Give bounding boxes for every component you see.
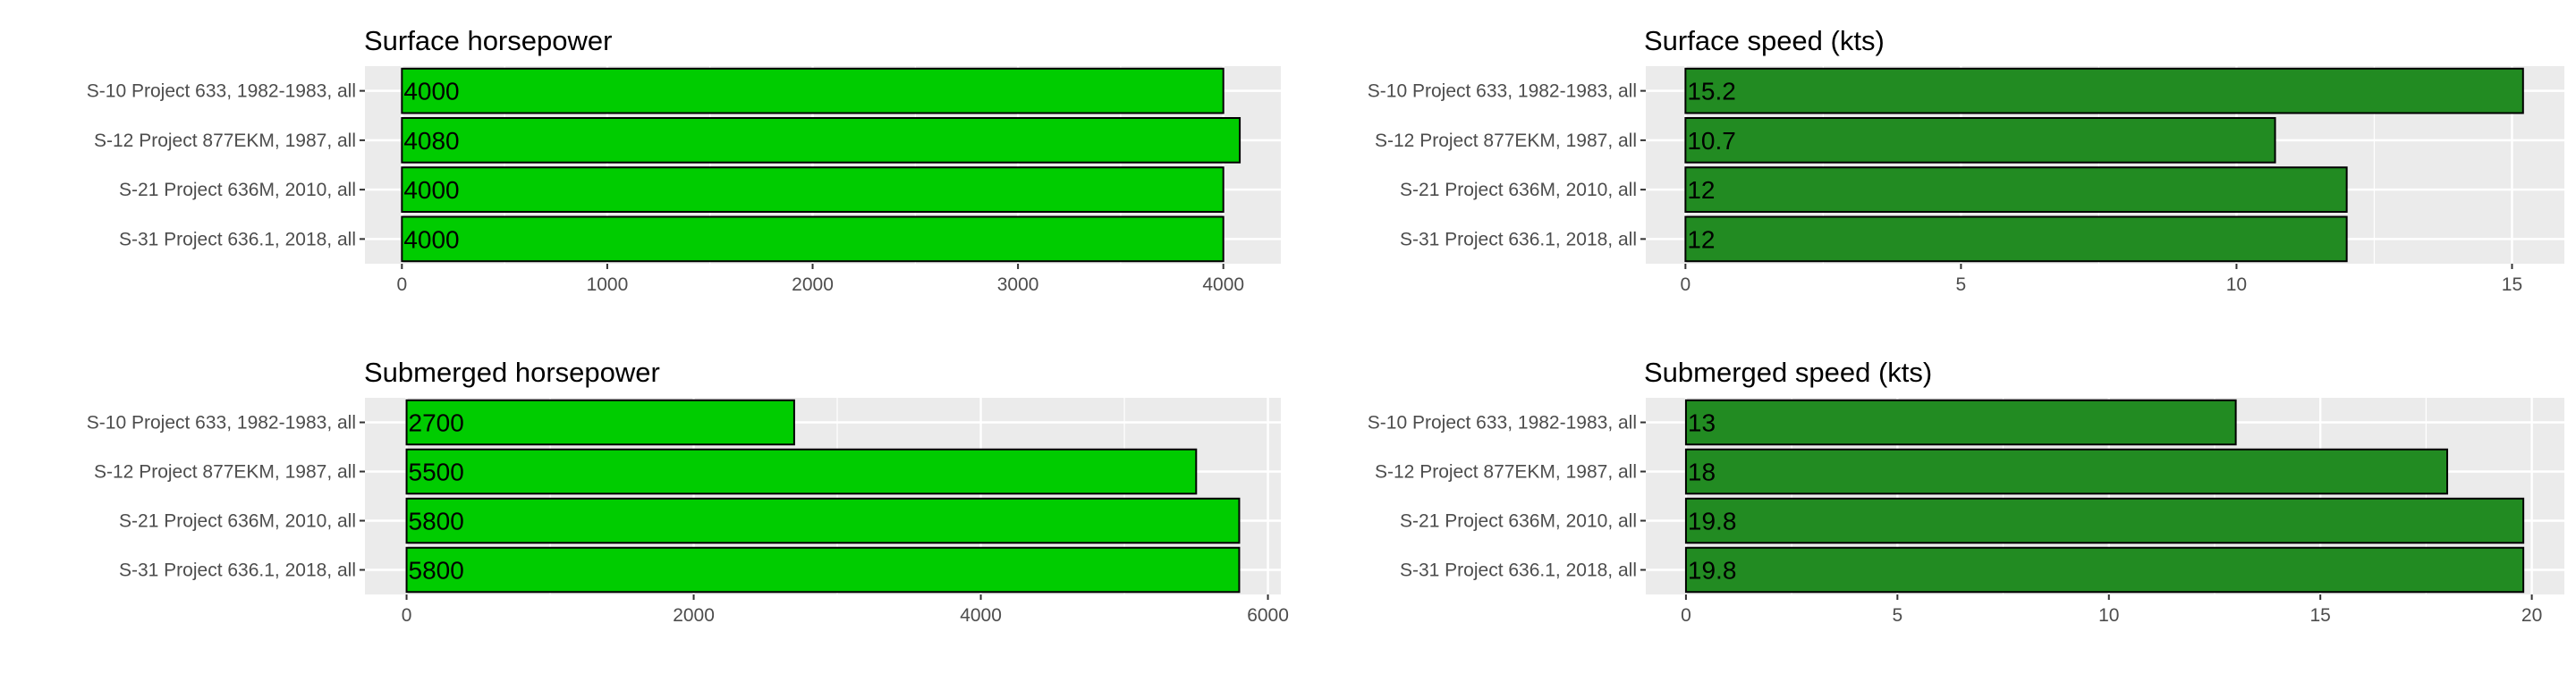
x-tick-label: 4000 bbox=[960, 605, 1002, 626]
y-tick-label: S-12 Project 877EKM, 1987, all bbox=[1375, 462, 1637, 483]
bar bbox=[1684, 117, 2276, 164]
x-tick-label: 5 bbox=[1956, 274, 1967, 295]
y-tick-label: S-21 Project 636M, 2010, all bbox=[1400, 180, 1637, 200]
data-label: 4000 bbox=[403, 225, 459, 253]
y-tick-label: S-21 Project 636M, 2010, all bbox=[1400, 511, 1637, 532]
bar bbox=[1684, 215, 2348, 263]
bar bbox=[1684, 67, 2524, 114]
bar bbox=[1684, 448, 2449, 495]
bar bbox=[1684, 497, 2525, 544]
y-tick-label: S-21 Project 636M, 2010, all bbox=[119, 180, 356, 200]
data-label: 10.7 bbox=[1687, 127, 1736, 155]
y-tick-label: S-12 Project 877EKM, 1987, all bbox=[1375, 131, 1637, 151]
bar bbox=[401, 215, 1224, 263]
chart-title: Surface horsepower bbox=[364, 25, 612, 56]
x-tick-label: 5 bbox=[1892, 605, 1902, 626]
y-tick-label: S-10 Project 633, 1982-1983, all bbox=[1368, 413, 1637, 434]
y-tick-label: S-12 Project 877EKM, 1987, all bbox=[94, 131, 356, 151]
chart-panel-1: 4000 4080 4000 4000 S-10 Project 633, 1982-1… bbox=[87, 25, 1281, 295]
data-label: 4000 bbox=[403, 78, 459, 105]
x-tick-label: 6000 bbox=[1247, 605, 1289, 626]
bar bbox=[401, 67, 1224, 114]
data-label: 19.8 bbox=[1688, 557, 1737, 585]
x-tick-label: 20 bbox=[2521, 605, 2542, 626]
bar bbox=[401, 166, 1224, 213]
data-label: 19.8 bbox=[1688, 508, 1737, 535]
bar bbox=[405, 399, 795, 446]
chart-panel-2: 15.2 10.7 12 12 S-10 Project 633, 1982-1983,… bbox=[1368, 25, 2564, 295]
x-tick-label: 0 bbox=[1681, 605, 1691, 626]
data-label: 4080 bbox=[403, 127, 459, 155]
data-label: 5800 bbox=[409, 508, 464, 535]
data-label: 12 bbox=[1687, 176, 1715, 204]
bar bbox=[405, 448, 1198, 495]
bar bbox=[1684, 546, 2525, 594]
y-tick-label: S-10 Project 633, 1982-1983, all bbox=[87, 413, 356, 434]
data-label: 18 bbox=[1688, 459, 1716, 486]
x-tick-label: 0 bbox=[396, 274, 407, 295]
x-tick-label: 15 bbox=[2309, 605, 2330, 626]
x-tick-label: 10 bbox=[2098, 605, 2119, 626]
x-tick-label: 2000 bbox=[792, 274, 834, 295]
y-tick-label: S-21 Project 636M, 2010, all bbox=[119, 511, 356, 532]
data-label: 4000 bbox=[403, 176, 459, 204]
x-tick-label: 0 bbox=[1681, 274, 1691, 295]
chart-title: Submerged horsepower bbox=[364, 357, 660, 388]
chart-panel-3: 2700 5500 5800 5800 S-10 Project 633, 1982-1… bbox=[87, 357, 1289, 626]
data-label: 12 bbox=[1687, 225, 1715, 253]
data-label: 5800 bbox=[409, 557, 464, 585]
bar bbox=[401, 117, 1241, 164]
y-tick-label: S-10 Project 633, 1982-1983, all bbox=[1368, 81, 1637, 102]
x-tick-label: 3000 bbox=[997, 274, 1039, 295]
y-tick-label: S-10 Project 633, 1982-1983, all bbox=[87, 81, 356, 102]
data-label: 15.2 bbox=[1687, 78, 1736, 105]
chart-panel-4: 13 18 19.8 19.8 S-10 Project 633, 1982-1983,… bbox=[1368, 357, 2564, 626]
chart-title: Surface speed (kts) bbox=[1644, 25, 1885, 56]
x-tick-label: 15 bbox=[2502, 274, 2522, 295]
bar bbox=[405, 546, 1241, 594]
bar bbox=[1684, 399, 2237, 446]
y-tick-label: S-31 Project 636.1, 2018, all bbox=[1400, 560, 1637, 581]
bar bbox=[405, 497, 1241, 544]
data-label: 13 bbox=[1688, 409, 1716, 437]
data-label: 5500 bbox=[409, 459, 464, 486]
x-tick-label: 4000 bbox=[1202, 274, 1244, 295]
bar bbox=[1684, 166, 2348, 213]
x-tick-label: 10 bbox=[2226, 274, 2247, 295]
x-tick-label: 0 bbox=[402, 605, 412, 626]
y-tick-label: S-12 Project 877EKM, 1987, all bbox=[94, 462, 356, 483]
y-tick-label: S-31 Project 636.1, 2018, all bbox=[119, 229, 356, 249]
data-label: 2700 bbox=[409, 409, 464, 437]
y-tick-label: S-31 Project 636.1, 2018, all bbox=[1400, 229, 1637, 249]
y-tick-label: S-31 Project 636.1, 2018, all bbox=[119, 560, 356, 581]
x-tick-label: 2000 bbox=[673, 605, 715, 626]
chart-title: Submerged speed (kts) bbox=[1644, 357, 1932, 388]
x-tick-label: 1000 bbox=[587, 274, 629, 295]
